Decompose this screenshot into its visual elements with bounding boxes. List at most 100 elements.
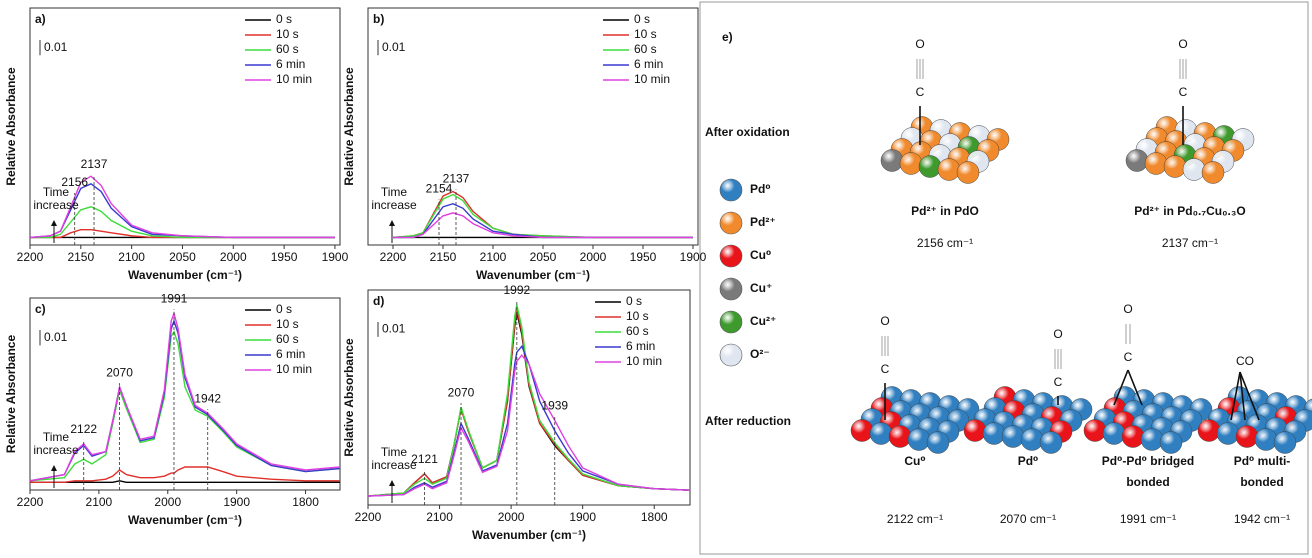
species-label: Cu²⁺ (750, 314, 776, 328)
legend-label: 6 min (276, 57, 305, 71)
band-label: 1991 cm⁻¹ (1120, 512, 1176, 526)
legend-label: 10 min (276, 72, 312, 86)
atom-sphere (1216, 422, 1240, 445)
legend-label: 10 min (626, 354, 662, 368)
x-tick-label: 2100 (426, 510, 453, 524)
y-axis-label: Relative Absorbance (4, 335, 18, 454)
spectrum-line (29, 330, 341, 482)
atom-sphere (1102, 422, 1126, 445)
atom-sphere (850, 419, 874, 442)
scheme-frame (699, 1, 1309, 555)
x-tick-label: 1900 (223, 495, 250, 509)
panel-label: e) (722, 30, 733, 44)
x-tick-label: 1900 (569, 510, 596, 524)
legend-label: 10 min (276, 362, 312, 376)
x-tick-label: 1900 (680, 250, 707, 264)
spectrum-line (393, 212, 693, 239)
peak-label: 1942 (194, 391, 221, 405)
x-axis-label: Wavenumber (cm⁻¹) (476, 268, 590, 282)
y-axis-label: Relative Absorbance (342, 67, 356, 186)
legend-label: 0 s (276, 12, 292, 26)
legend-label: 6 min (626, 339, 655, 353)
atom-label: O (1178, 37, 1187, 51)
legend-label: 10 s (276, 317, 299, 331)
site-caption: Pd⁰-Pd⁰ bridged (1102, 454, 1195, 468)
atom-label: C (1054, 375, 1063, 389)
atom-sphere (1144, 152, 1168, 175)
species-label: Pd²⁺ (750, 215, 776, 229)
peak-label: 1992 (503, 283, 530, 297)
y-axis-label: Relative Absorbance (342, 338, 356, 457)
atom-sphere (1197, 419, 1221, 442)
x-axis-label: Wavenumber (cm⁻¹) (472, 528, 586, 542)
x-tick-label: 1800 (292, 495, 319, 509)
scale-bar-label: 0.01 (44, 330, 68, 344)
annotation: Time (43, 430, 70, 444)
scale-bar-label: 0.01 (382, 322, 406, 336)
x-axis-label: Wavenumber (cm⁻¹) (128, 268, 242, 282)
plot-frame (367, 7, 699, 246)
annotation: Time (43, 185, 70, 199)
x-axis-label: Wavenumber (cm⁻¹) (128, 513, 242, 527)
atom-sphere (1121, 425, 1145, 448)
plot-frame (29, 7, 341, 246)
band-label: 2156 cm⁻¹ (917, 236, 973, 250)
plot-frame (367, 289, 691, 506)
band-label: 2122 cm⁻¹ (887, 512, 943, 526)
legend-label: 6 min (276, 347, 305, 361)
legend-label: 0 s (634, 12, 650, 26)
peak-label: 1991 (161, 292, 188, 306)
x-tick-label: 2150 (67, 250, 94, 264)
legend-label: 60 s (276, 332, 299, 346)
annotation: increase (371, 198, 417, 212)
peak-label: 2156 (61, 175, 88, 189)
atom-label: C (1179, 85, 1188, 99)
scale-bar-label: 0.01 (44, 40, 68, 54)
species-swatch (719, 343, 743, 367)
peak-label: 2137 (443, 171, 470, 185)
species-label: Cu⁺ (750, 281, 772, 295)
band-label: 2070 cm⁻¹ (1000, 512, 1056, 526)
site-caption: Cu⁰ (904, 454, 925, 468)
atom-sphere (956, 161, 980, 184)
legend-label: 0 s (626, 294, 642, 308)
species-swatch (719, 178, 743, 202)
spectrum-line (367, 344, 691, 497)
peak-label: 2122 (70, 422, 97, 436)
atom-label: C (881, 362, 890, 376)
row-label: After reduction (705, 414, 791, 428)
atom-label: C (916, 85, 925, 99)
species-swatch (719, 244, 743, 268)
x-tick-label: 2000 (580, 250, 607, 264)
peak-label: 2137 (81, 157, 108, 171)
atom-sphere (926, 431, 950, 454)
atom-sphere (1159, 431, 1183, 454)
legend-label: 60 s (626, 324, 649, 338)
atom-sphere (1163, 155, 1187, 178)
peak-label: 2154 (426, 182, 453, 196)
legend-label: 10 s (276, 27, 299, 41)
legend-label: 10 s (634, 27, 657, 41)
x-tick-label: 1900 (322, 250, 349, 264)
atom-label: O (880, 314, 889, 328)
x-tick-label: 2000 (498, 510, 525, 524)
x-tick-label: 2050 (169, 250, 196, 264)
spectrum-line (367, 354, 691, 497)
legend-label: 60 s (634, 42, 657, 56)
spectrum-line (367, 309, 691, 497)
species-label: Cu⁰ (750, 248, 771, 262)
atom-sphere (918, 155, 942, 178)
x-tick-label: 1800 (641, 510, 668, 524)
x-tick-label: 2100 (86, 495, 113, 509)
panel-label: c) (35, 302, 46, 316)
peak-label: 2121 (411, 452, 438, 466)
band-label: 2137 cm⁻¹ (1162, 236, 1218, 250)
species-swatch (719, 211, 743, 235)
site-caption: Pd⁰ multi- (1234, 454, 1291, 468)
bond (1230, 371, 1241, 421)
site-caption: Pd²⁺ in PdO (911, 204, 979, 218)
spectrum-line (30, 480, 340, 483)
atom-sphere (1083, 419, 1107, 442)
atom-sphere (937, 158, 961, 181)
